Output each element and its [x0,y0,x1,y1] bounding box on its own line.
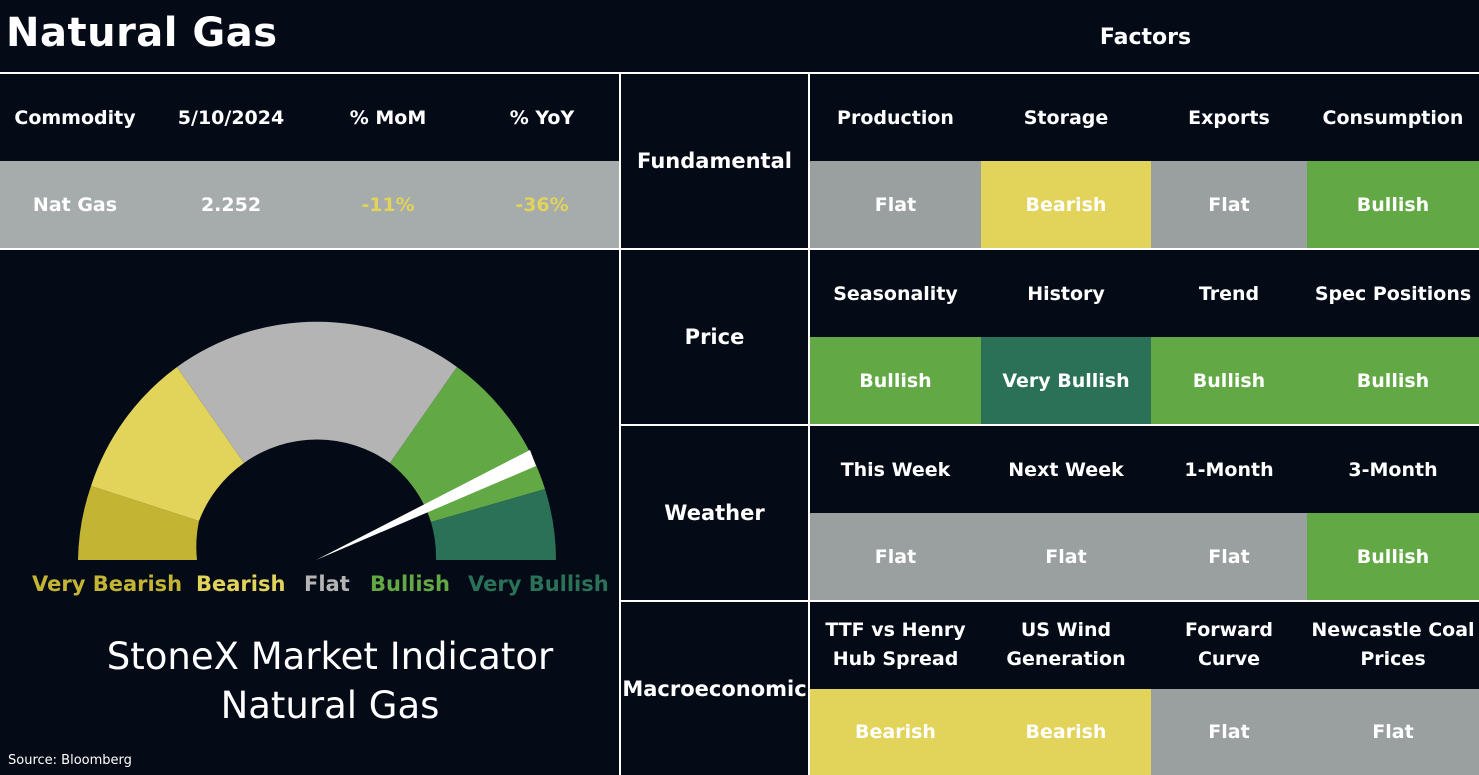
gauge-needle [316,450,536,560]
category-price: Price [684,325,745,349]
commodity-header: Commodity [14,106,136,129]
gauge-label-very-bullish: Very Bullish [468,572,609,596]
factor-label-line: TTF vs Henry [825,619,966,641]
gauge-segment-flat [177,321,457,463]
factor-value-us-wind: Bearish [981,689,1151,775]
date-header: 5/10/2024 [177,106,285,129]
factor-label-line: Curve [1197,648,1261,670]
factor-label-this-week: This Week [840,458,951,481]
factor-value-trend: Bullish [1151,337,1307,424]
divider [0,248,620,250]
yoy-header: % YoY [509,106,575,129]
factor-label-history: History [1027,282,1105,305]
factor-label-seasonality: Seasonality [833,282,958,305]
yoy-change: -36% [515,193,569,216]
factor-value-1-month: Flat [1151,513,1307,600]
factor-label-1-month: 1-Month [1184,458,1274,481]
category-fundamental: Fundamental [637,149,792,173]
factor-value-history: Very Bullish [981,337,1151,424]
divider [621,248,1479,250]
factor-label-line: Hub Spread [832,648,959,670]
factor-value-seasonality: Bullish [810,337,981,424]
market-gauge [78,321,556,560]
category-macroeconomic: Macroeconomic [622,676,807,701]
factor-value-newcastle-coal: Flat [1307,689,1479,775]
indicator-title: StoneX Market Indicator [106,635,554,678]
factor-value-storage: Bearish [981,161,1151,248]
factor-label-ttf-spread: TTF vs Henry Hub Spread [810,602,981,688]
mom-change: -11% [361,193,415,216]
factor-value-this-week: Flat [810,513,981,600]
divider [808,72,810,775]
page-title: Natural Gas [6,10,278,56]
factor-label-exports: Exports [1188,106,1270,129]
factor-label-line: Newcastle Coal [1311,619,1475,641]
factor-label-production: Production [837,106,954,129]
factor-label-spec-positions: Spec Positions [1314,282,1472,305]
gauge-segment-very-bullish [431,489,556,560]
mom-header: % MoM [349,106,427,129]
factor-label-consumption: Consumption [1322,106,1464,129]
commodity-name: Nat Gas [32,193,118,216]
gauge-label-bullish: Bullish [370,572,451,596]
factor-value-production: Flat [810,161,981,248]
factor-value-ttf-spread: Bearish [810,689,981,775]
factor-label-line: Generation [1006,648,1126,670]
gauge-label-very-bearish: Very Bearish [32,572,183,596]
factor-value-forward-curve: Flat [1151,689,1307,775]
factor-value-next-week: Flat [981,513,1151,600]
factor-value-spec-positions: Bullish [1307,337,1479,424]
gauge-label-flat: Flat [304,572,350,596]
commodity-price: 2.252 [200,193,262,216]
divider [0,72,1479,74]
factor-label-storage: Storage [1023,106,1109,129]
gauge-segment-bullish [390,367,545,522]
factor-label-3-month: 3-Month [1348,458,1438,481]
factor-label-us-wind: US Wind Generation [981,602,1151,688]
factor-label-next-week: Next Week [1008,458,1124,481]
factor-label-newcastle-coal: Newcastle Coal Prices [1307,602,1479,688]
category-weather: Weather [664,501,765,525]
indicator-subtitle: Natural Gas [220,684,440,727]
gauge-segment-very-bearish [78,486,199,560]
gauge-label-bearish: Bearish [196,572,286,596]
factors-title: Factors [1099,24,1192,50]
factor-value-3-month: Bullish [1307,513,1479,600]
commodity-row [0,161,620,248]
factor-label-trend: Trend [1198,282,1260,305]
factor-label-line: Prices [1360,648,1426,670]
factor-value-exports: Flat [1151,161,1307,248]
factor-label-line: Forward [1185,619,1273,641]
divider [621,424,1479,426]
factor-value-consumption: Bullish [1307,161,1479,248]
source-note: Source: Bloomberg [8,753,132,768]
factor-label-line: US Wind [1020,619,1112,641]
divider [619,72,621,775]
divider [621,600,1479,602]
gauge-segment-bearish [91,367,244,521]
factor-label-forward-curve: Forward Curve [1151,602,1307,688]
